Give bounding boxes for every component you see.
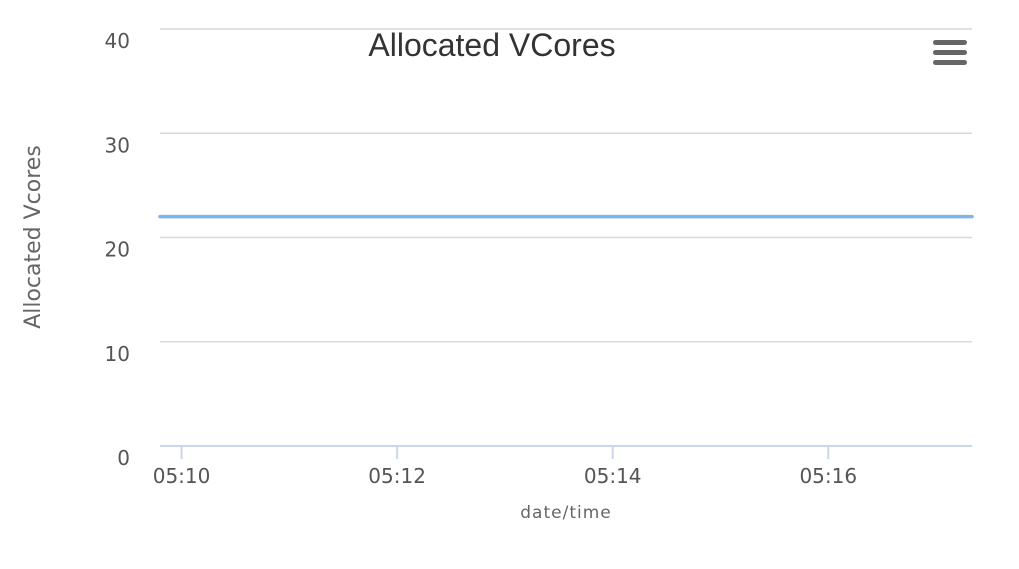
- y-tick-label: 10: [105, 342, 130, 366]
- y-tick-label: 0: [117, 446, 130, 470]
- y-axis-labels: 0 10 20 30 40: [105, 29, 130, 470]
- x-tick-label: 05:14: [584, 464, 642, 488]
- x-tick-label: 05:16: [799, 464, 857, 488]
- chart-menu-button[interactable]: [928, 34, 974, 72]
- x-tick-label: 05:10: [153, 464, 211, 488]
- y-tick-label: 30: [105, 133, 130, 157]
- y-axis-title: Allocated Vcores: [21, 145, 46, 329]
- grid-lines: [160, 28, 972, 343]
- x-axis-labels: 05:10 05:12 05:14 05:16: [153, 464, 857, 488]
- x-axis: [160, 445, 972, 459]
- y-tick-label: 40: [105, 29, 130, 53]
- x-tick-label: 05:12: [368, 464, 426, 488]
- chart-title: Allocated VCores: [368, 27, 615, 63]
- hamburger-menu-icon: [933, 40, 967, 65]
- x-axis-title: date/time: [520, 503, 611, 523]
- y-tick-label: 20: [105, 238, 130, 262]
